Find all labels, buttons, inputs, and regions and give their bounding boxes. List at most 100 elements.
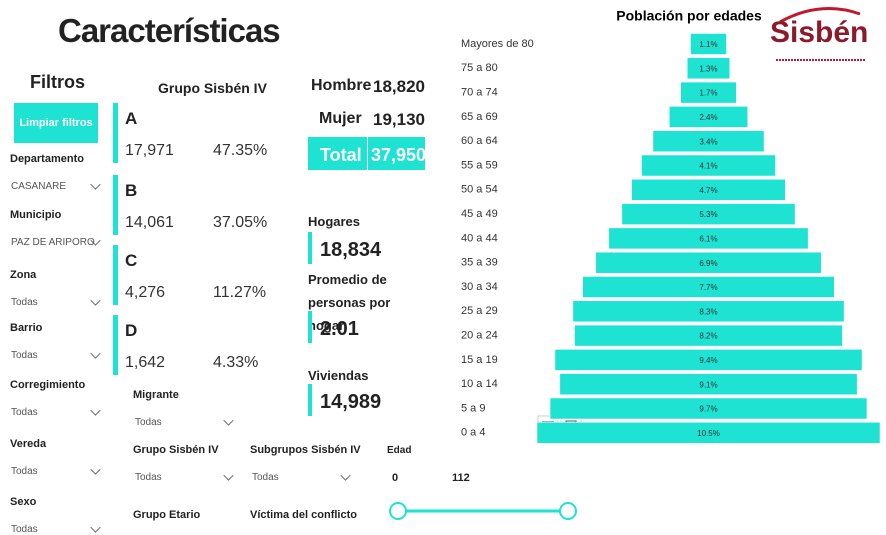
slider-handle[interactable] xyxy=(559,502,577,520)
category-label: 20 a 24 xyxy=(461,330,498,342)
slider-label: Edad xyxy=(387,445,412,456)
groups-title: Grupo Sisbén IV xyxy=(158,80,267,96)
group-percent: 37.05% xyxy=(213,214,268,231)
group-percent: 11.27% xyxy=(213,284,267,301)
slider-handle[interactable] xyxy=(389,502,407,520)
value-label: 4.1% xyxy=(699,162,717,171)
filter-label: Subgrupos Sisbén IV xyxy=(250,444,361,456)
category-label: 55 a 59 xyxy=(461,159,498,171)
group-count: 4,276 xyxy=(125,284,166,301)
total-label: Mujer xyxy=(319,110,362,127)
bar xyxy=(572,300,845,323)
value-label: 10.5% xyxy=(697,429,720,438)
category-label: 25 a 29 xyxy=(461,305,498,317)
group-letter: A xyxy=(125,109,138,128)
category-label: 0 a 4 xyxy=(461,427,485,439)
value-label: 8.2% xyxy=(699,332,717,341)
filter-label: Grupo Etario xyxy=(133,509,201,521)
filter-label: Municipio xyxy=(10,209,62,221)
value-label: 1.7% xyxy=(699,89,717,98)
bar xyxy=(690,33,727,55)
filter-label: Barrio xyxy=(10,322,43,334)
category-label: 60 a 64 xyxy=(461,135,498,147)
category-label: 45 a 49 xyxy=(461,208,498,220)
value-label: 5.3% xyxy=(699,210,717,219)
filter-value[interactable]: Todas xyxy=(11,524,38,535)
filter-label: Vereda xyxy=(10,438,47,450)
filter-value[interactable]: Todas xyxy=(11,466,38,477)
total-label: Total xyxy=(320,145,362,165)
kpi-label: Viviendas xyxy=(308,368,369,383)
value-label: 9.4% xyxy=(699,356,717,365)
kpi-bar xyxy=(308,232,312,264)
kpi-label: Promedio de personas por hogar xyxy=(308,272,391,333)
total-label: Hombre xyxy=(311,77,372,94)
bar xyxy=(574,324,843,347)
bar xyxy=(582,276,835,298)
group-letter: D xyxy=(125,321,138,340)
group-bar xyxy=(113,245,118,305)
logo-swoosh xyxy=(779,7,861,24)
kpi-bar xyxy=(308,311,312,343)
category-label: 5 a 9 xyxy=(461,402,485,414)
value-label: 2.4% xyxy=(699,113,717,122)
filter-value[interactable]: Todas xyxy=(11,350,38,361)
bar xyxy=(559,373,858,395)
value-label: 4.7% xyxy=(699,186,717,195)
value-label: 9.7% xyxy=(699,405,717,414)
value-label: 1.1% xyxy=(699,40,717,49)
clear-button[interactable]: Limpiar filtros xyxy=(14,103,98,143)
filter-value[interactable]: Todas xyxy=(11,297,38,308)
category-label: Mayores de 80 xyxy=(461,38,534,50)
value-label: 6.9% xyxy=(699,259,717,268)
total-value: 18,820 xyxy=(373,77,425,96)
bar xyxy=(621,203,796,225)
logo: Sisbén xyxy=(770,16,868,49)
bar xyxy=(652,130,765,152)
total-box xyxy=(308,137,425,170)
category-label: 15 a 19 xyxy=(461,354,498,366)
filter-value[interactable]: Todas xyxy=(252,472,279,483)
filter-label: Corregimiento xyxy=(10,379,86,391)
group-bar xyxy=(113,315,118,375)
kpi-label: Hogares xyxy=(308,214,361,229)
kpi-value: 14,989 xyxy=(320,391,382,413)
filter-value[interactable]: CASANARE xyxy=(11,181,67,192)
group-count: 17,971 xyxy=(125,142,174,159)
filter-value[interactable]: Todas xyxy=(135,472,162,483)
value-label: 1.3% xyxy=(699,64,717,73)
bar xyxy=(680,81,737,104)
filter-label: Migrante xyxy=(133,389,179,401)
filter-value[interactable]: PAZ DE ARIPORO xyxy=(11,237,95,248)
category-label: 65 a 69 xyxy=(461,111,498,123)
value-label: 6.1% xyxy=(699,235,717,244)
category-label: 40 a 44 xyxy=(461,232,498,244)
value-label: 7.7% xyxy=(699,283,717,292)
bar xyxy=(554,349,863,371)
group-bar xyxy=(113,103,118,163)
group-count: 1,642 xyxy=(125,354,166,371)
bar xyxy=(669,106,748,128)
bar xyxy=(595,251,822,274)
chart-title: Población por edades xyxy=(616,8,762,24)
slider-min: 0 xyxy=(392,472,399,484)
filter-label: Grupo Sisbén IV xyxy=(133,444,219,456)
bar xyxy=(687,57,730,80)
filter-label: Zona xyxy=(10,269,37,281)
group-percent: 47.35% xyxy=(213,142,268,159)
value-label: 3.4% xyxy=(699,137,717,146)
category-label: 10 a 14 xyxy=(461,378,498,390)
bar xyxy=(631,179,786,201)
bar xyxy=(536,422,881,444)
filter-value[interactable]: Todas xyxy=(135,417,162,428)
bar xyxy=(608,227,809,250)
total-value: 19,130 xyxy=(373,110,425,129)
filter-value[interactable]: Todas xyxy=(11,407,38,418)
group-percent: 4.33% xyxy=(213,354,259,371)
bar xyxy=(549,397,868,420)
value-label: 8.3% xyxy=(699,307,717,316)
category-label: 70 a 74 xyxy=(461,87,498,99)
slider-max: 112 xyxy=(452,472,470,484)
